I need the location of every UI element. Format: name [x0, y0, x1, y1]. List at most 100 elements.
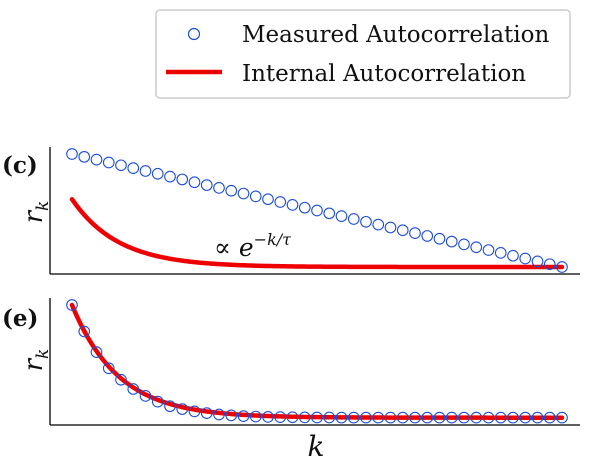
measured-point [298, 411, 311, 424]
measured-point [507, 411, 519, 424]
measured-point [409, 411, 421, 424]
measured-point [519, 411, 532, 424]
measured-point [360, 215, 372, 228]
measured-point [433, 411, 446, 424]
measured-point [372, 218, 385, 231]
x-axis-label-k: k [308, 430, 325, 463]
y-axis-label-e: rk [19, 349, 53, 372]
panel-label-c: (c) [2, 152, 38, 179]
measured-point [433, 232, 446, 245]
measured-point [335, 411, 348, 424]
y-axis-label-c-sub: k [33, 201, 53, 211]
measured-point [543, 411, 556, 424]
measured-point [225, 409, 238, 422]
measured-point [78, 325, 91, 338]
measured-point [384, 411, 397, 424]
measured-point [445, 411, 458, 424]
y-axis-label-e-base: r [19, 357, 49, 371]
measured-point [494, 411, 507, 424]
y-axis-label-e-sub: k [33, 349, 53, 359]
panel-c: (c) rk ∝ e−k/τ [2, 147, 580, 275]
measured-point [556, 261, 568, 273]
y-axis-label-c: rk [19, 201, 53, 224]
panel-e: (e) rk k [2, 298, 580, 463]
measured-point [200, 179, 213, 191]
measured-point [262, 193, 274, 206]
measured-point [286, 199, 299, 211]
measured-point [102, 362, 115, 375]
measured-point [188, 405, 201, 418]
measured-point [298, 201, 311, 214]
legend-frame [155, 9, 571, 99]
measured-point [164, 170, 176, 183]
internal-curve-c [69, 196, 565, 270]
measured-point [482, 244, 495, 256]
measured-point [543, 258, 556, 271]
measured-point [249, 410, 262, 423]
measured-point [482, 411, 495, 424]
internal-autocorrelation-line [69, 196, 565, 270]
measured-point [458, 238, 470, 251]
measured-point [347, 213, 360, 225]
measured-point [127, 383, 140, 395]
legend-marker-measured [187, 27, 201, 41]
measured-point [323, 411, 336, 424]
measured-point [139, 390, 152, 402]
measured-point [176, 403, 189, 415]
measured-point [237, 187, 250, 200]
measured-point [372, 411, 385, 424]
measured-point [384, 221, 397, 234]
legend-label-internal: Internal Autocorrelation [242, 61, 526, 87]
measured-point [409, 227, 421, 239]
measured-point [78, 150, 91, 163]
measured-point [127, 162, 140, 174]
measured-point [323, 207, 336, 220]
measured-point [286, 411, 299, 424]
measured-point [151, 167, 164, 180]
y-axis-label-c-base: r [19, 209, 49, 223]
measured-point [470, 241, 483, 254]
measured-point [531, 411, 544, 424]
measured-point [115, 373, 127, 386]
measured-point [274, 196, 287, 208]
annotation-prefix: ∝ [214, 233, 239, 262]
measured-point [507, 249, 519, 262]
measured-point [311, 411, 323, 424]
measured-point [164, 400, 176, 413]
measured-point [519, 252, 532, 265]
measured-point [274, 411, 287, 423]
measured-point [360, 411, 372, 424]
measured-point [115, 159, 127, 172]
measured-point [188, 176, 201, 189]
measured-point [421, 230, 434, 242]
measured-point [213, 182, 225, 194]
annotation-exponential: ∝ e−k/τ [214, 230, 292, 262]
measured-point [176, 173, 189, 186]
measured-point [213, 408, 225, 421]
measured-point [66, 148, 78, 160]
legend-label-measured: Measured Autocorrelation [242, 22, 549, 48]
measured-point [531, 255, 544, 268]
measured-point [396, 411, 409, 424]
measured-point [311, 204, 323, 217]
annotation-exponent: −k/τ [254, 230, 292, 249]
measured-point [90, 153, 103, 166]
measured-point [556, 411, 568, 424]
measured-point [494, 247, 507, 259]
annotation-base: e [239, 233, 254, 262]
measured-point [335, 210, 348, 222]
measured-markers-c [66, 148, 568, 273]
measured-point [421, 411, 434, 424]
measured-point [200, 407, 213, 419]
measured-point [237, 410, 250, 422]
measured-point [66, 299, 78, 311]
measured-markers-e [66, 299, 568, 424]
panel-label-e: (e) [2, 305, 38, 332]
measured-point [445, 235, 458, 248]
legend: Measured Autocorrelation Internal Autoco… [155, 9, 571, 99]
measured-point [262, 411, 274, 423]
measured-point [347, 411, 360, 424]
measured-point [249, 190, 262, 203]
measured-point [470, 411, 483, 424]
